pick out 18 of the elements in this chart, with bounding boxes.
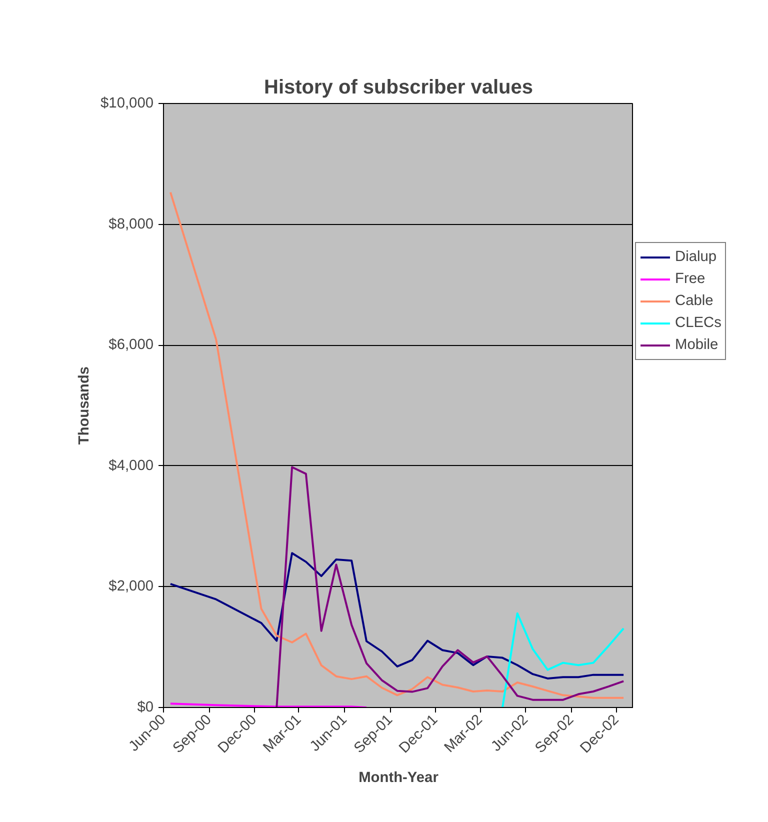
line-series [169, 191, 625, 699]
y-tick-label: $10,000 [100, 96, 154, 112]
y-tick-label: $6,000 [108, 337, 154, 354]
legend-label: Mobile [675, 337, 718, 353]
y-tick-label: $2,000 [108, 578, 154, 595]
y-tick-label: $8,000 [108, 216, 154, 232]
legend-label: Free [675, 271, 706, 287]
chart-title: History of subscriber values [264, 76, 533, 98]
line-series [276, 466, 625, 708]
y-tick-label: $0 [137, 700, 154, 716]
legend-label: Dialup [675, 249, 717, 265]
line-series [501, 612, 625, 708]
legend-label: CLECs [675, 315, 722, 331]
x-axis-title: Month-Year [358, 770, 439, 786]
y-tick-label: $4,000 [108, 458, 154, 474]
y-axis-title: Thousands [76, 366, 93, 445]
line-series [169, 552, 625, 680]
legend-label: Cable [675, 293, 714, 309]
